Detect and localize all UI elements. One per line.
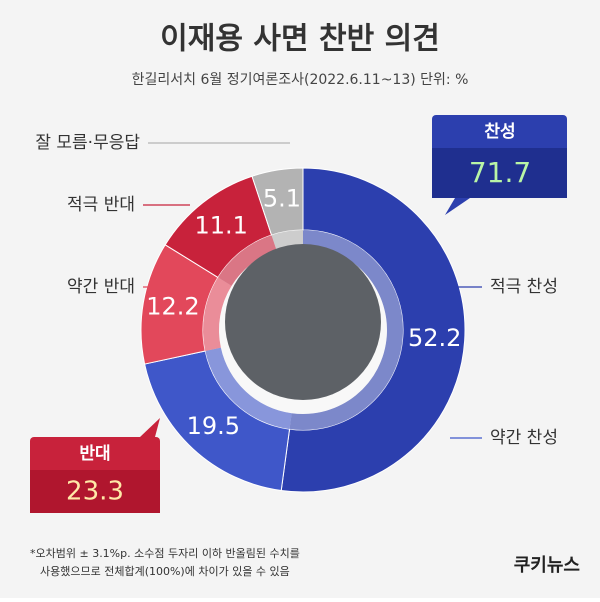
chart-subtitle: 한길리서치 6월 정기여론조사(2022.6.11~13) 단위: % [132, 72, 469, 88]
category-label: 적극 찬성 [490, 277, 558, 297]
category-label: 잘 모름·무응답 [35, 133, 140, 153]
logo: 쿠키뉴스 [514, 555, 580, 576]
photo [225, 244, 381, 400]
value-label: 19.5 [187, 412, 240, 440]
category-label: 약간 반대 [67, 277, 135, 297]
no-box-pointer [140, 418, 160, 437]
chart-title: 이재용 사면 찬반 의견 [160, 22, 440, 57]
yes-box-body [432, 148, 567, 198]
yes-box-pointer [445, 198, 470, 215]
slice-inner [203, 277, 232, 352]
footnote: *오차범위 ± 3.1%p. 소수점 두자리 이하 반올림된 수치를 [30, 546, 300, 560]
footnote: 사용했으므로 전체합계(100%)에 차이가 있을 수 있음 [40, 565, 290, 578]
yes-label: 찬성 [484, 122, 515, 142]
category-label: 적극 반대 [67, 195, 135, 215]
value-label: 11.1 [194, 211, 247, 239]
value-label: 12.2 [146, 293, 199, 321]
slice-inner [217, 235, 277, 286]
slice-inner [205, 347, 292, 430]
slice-inner [289, 230, 404, 430]
donut [140, 167, 466, 493]
no-label: 반대 [79, 444, 110, 464]
value-label: 5.1 [263, 185, 301, 213]
value-label: 52.2 [408, 324, 461, 352]
category-label: 약간 찬성 [490, 428, 558, 448]
no-box-body [30, 470, 160, 513]
no-value: 23.3 [66, 477, 124, 507]
yes-value: 71.7 [469, 156, 531, 189]
